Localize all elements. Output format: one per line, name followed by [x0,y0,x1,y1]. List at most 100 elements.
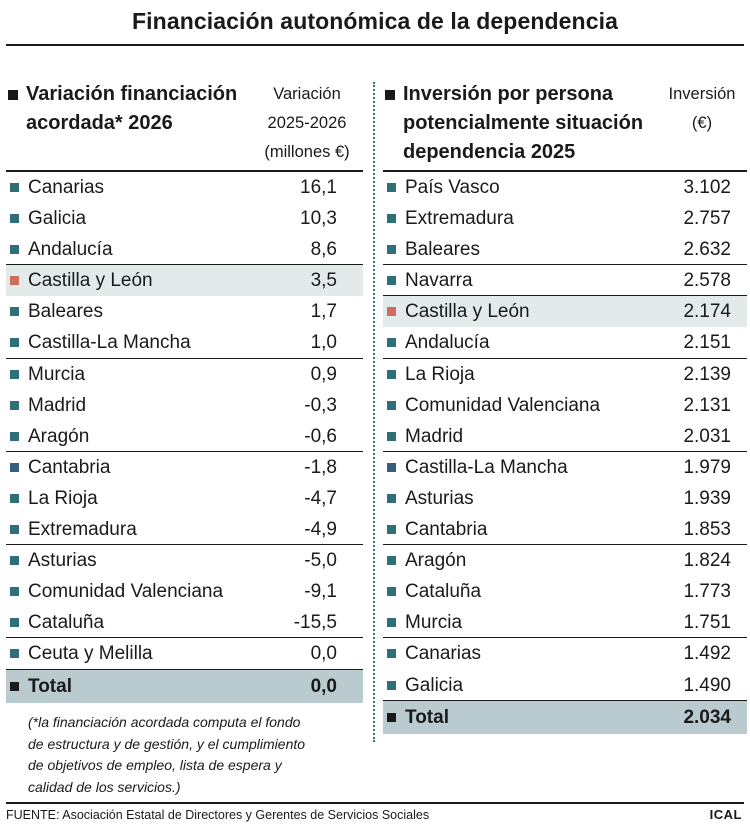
investment-header: Inversión por persona potencialmente sit… [383,76,747,170]
column-divider [373,82,375,742]
region-value: 16,1 [300,177,337,198]
region-name: Castilla y León [28,270,153,292]
region-value: 1,7 [310,301,337,323]
row-marker-icon [10,493,19,503]
table-row: Galicia 10,3 [6,203,363,234]
region-name: Galicia [28,208,87,230]
funding-variation-header: Variación financiación acordada* 2026 Va… [6,76,363,170]
row-marker-icon [387,400,396,410]
heading-bullet-icon [8,90,18,100]
total-bullet-icon [387,712,396,722]
region-value: 1.773 [683,581,731,603]
region-name: Canarias [405,643,482,665]
table-row: Cantabria 1.853 [383,514,747,546]
table-row: Asturias 1.939 [383,483,747,514]
region-value: -0,6 [304,425,337,447]
table-row: Andalucía 2.151 [383,327,747,359]
total-label: Total [405,706,449,728]
region-name: Extremadura [405,208,514,230]
row-marker-icon [10,649,19,659]
region-value: 1.492 [683,643,731,665]
brand-logo: ICAL [709,807,742,822]
region-name: Andalucía [28,239,113,261]
table-row: Canarias 1.492 [383,638,747,669]
table-row: Navarra 2.578 [383,265,747,297]
row-marker-icon [10,525,19,535]
row-marker-icon [10,556,19,566]
region-name: La Rioja [405,363,475,385]
region-name: Cataluña [28,612,105,634]
table-row: Murcia 1.751 [383,607,747,639]
footer-divider [6,802,744,804]
region-value: -4,7 [304,487,337,509]
region-name: Galicia [405,674,464,696]
region-name: Canarias [28,177,105,198]
footnote: (*la financiación acordada computa el fo… [28,714,306,795]
row-marker-icon [10,587,19,597]
region-value: 0,9 [310,363,337,385]
region-value: 1,0 [310,332,337,354]
total-value: 0,0 [310,675,337,697]
row-marker-icon [387,245,396,255]
source-note: FUENTE: Asociación Estatal de Directores… [6,808,430,822]
row-marker-icon [10,183,19,192]
variation-column-header: Variación 2025-2026 (millones €) [264,85,350,161]
region-value: 2.174 [683,301,731,323]
region-name: Comunidad Valenciana [28,581,224,603]
row-marker-icon [10,369,19,379]
region-value: 2.151 [683,332,731,354]
total-label: Total [28,675,72,697]
region-value: -5,0 [304,550,337,572]
row-marker-icon [387,618,396,628]
row-marker-icon [10,307,19,317]
region-value: -1,8 [304,456,337,478]
region-value: 3,5 [310,270,337,292]
row-marker-icon [10,431,19,441]
region-name: Andalucía [405,332,490,354]
funding-variation-heading: Variación financiación acordada* 2026 [26,83,238,134]
region-name: Cantabria [405,519,488,541]
table-row: Comunidad Valenciana 2.131 [383,390,747,421]
table-row: Asturias -5,0 [6,545,363,576]
row-marker-icon [10,462,19,472]
row-marker-icon [10,214,19,224]
table-row: Aragón 1.824 [383,545,747,576]
region-name: Aragón [28,425,90,447]
region-name: Aragón [405,550,467,572]
table-row: Baleares 1,7 [6,296,363,327]
table-row: Galicia 1.490 [383,670,747,701]
row-marker-icon [10,338,19,348]
region-name: Madrid [28,394,87,416]
region-value: -0,3 [304,394,337,416]
row-marker-icon [387,587,396,597]
row-marker-icon [387,431,396,441]
table-row: Castilla y León 3,5 [6,265,363,297]
region-value: -9,1 [304,581,337,603]
investment-column-header: Inversión (€) [668,85,736,132]
table-row: Extremadura 2.757 [383,203,747,234]
region-value: 2.578 [683,270,731,292]
region-value: 10,3 [300,208,337,230]
region-name: Madrid [405,425,464,447]
table-row: Canarias 16,1 [6,172,363,203]
region-name: Comunidad Valenciana [405,394,601,416]
region-name: Baleares [28,301,103,323]
row-marker-icon [10,245,19,255]
region-value: 2.757 [683,208,731,230]
row-marker-icon [387,338,396,348]
table-row: Cataluña 1.773 [383,576,747,607]
row-marker-icon [387,525,396,535]
region-value: 2.031 [683,425,731,447]
row-marker-icon [10,618,19,628]
row-marker-icon [10,276,19,286]
region-name: Asturias [405,487,474,509]
funding-variation-rows: Canarias 16,1 Galicia 10,3 Andalucía 8,6 Casti… [6,170,363,670]
heading-bullet-icon [385,90,395,100]
row-marker-icon [387,214,396,224]
region-value: 1.490 [683,674,731,696]
table-row: Cantabria -1,8 [6,452,363,483]
region-name: Castilla y León [405,301,530,323]
table-row: Ceuta y Melilla 0,0 [6,638,363,670]
funding-variation-table: Variación financiación acordada* 2026 Va… [6,76,363,703]
table-row: Baleares 2.632 [383,234,747,266]
